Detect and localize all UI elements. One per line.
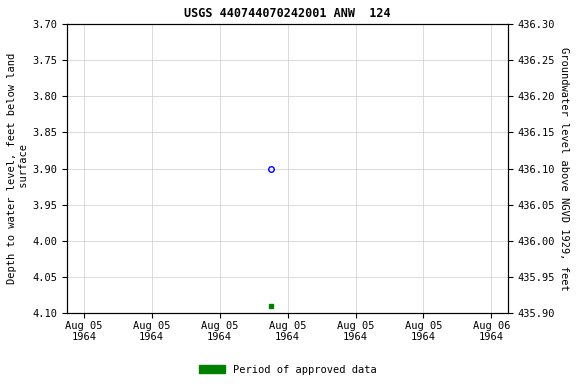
Y-axis label: Groundwater level above NGVD 1929, feet: Groundwater level above NGVD 1929, feet bbox=[559, 47, 569, 290]
Legend: Period of approved data: Period of approved data bbox=[195, 361, 381, 379]
Title: USGS 440744070242001 ANW  124: USGS 440744070242001 ANW 124 bbox=[184, 7, 391, 20]
Y-axis label: Depth to water level, feet below land
 surface: Depth to water level, feet below land su… bbox=[7, 53, 29, 284]
